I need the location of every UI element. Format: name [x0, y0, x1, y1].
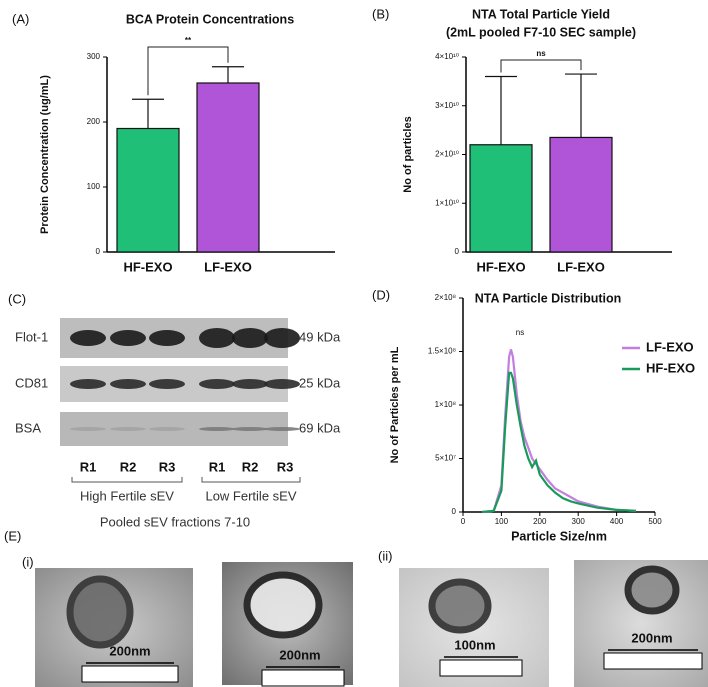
x-tick-label: LF-EXO: [204, 259, 252, 274]
scale-box: [439, 659, 523, 677]
blot-band: [232, 328, 268, 348]
y-tick-label: 2×10⁸: [435, 293, 456, 302]
blot-band: [149, 379, 185, 389]
y-tick-label: 200: [87, 117, 101, 126]
blot-size-label: 49 kDa: [299, 329, 341, 344]
x-tick-label: 400: [610, 517, 624, 526]
blot-size-label: 69 kDa: [299, 420, 341, 435]
lane-label: R2: [120, 459, 137, 474]
blot-band: [232, 427, 268, 431]
scale-label: 100nm: [454, 637, 495, 652]
panel-label: (C): [8, 291, 26, 306]
y-tick-label: 3×10¹⁰: [435, 101, 459, 110]
group-bracket: [71, 477, 183, 483]
blot-band: [199, 427, 235, 431]
blot-row-label: Flot-1: [15, 329, 48, 344]
chart-title: (2mL pooled F7-10 SEC sample): [446, 25, 636, 39]
significance-label: **: [185, 36, 192, 45]
significance-label: ns: [536, 49, 546, 58]
blot-row-label: BSA: [15, 420, 41, 435]
y-axis-label: No of Particles per mL: [389, 346, 401, 463]
y-tick-label: 2×10¹⁰: [435, 150, 459, 159]
legend-label: LF-EXO: [646, 339, 694, 354]
lane-label: R1: [209, 459, 226, 474]
set-label: (ii): [378, 548, 392, 563]
annotation: ns: [516, 328, 524, 337]
blot-band: [264, 379, 300, 389]
legend-label: HF-EXO: [646, 360, 695, 375]
y-tick-label: 0: [96, 247, 101, 256]
vesicle-ring: [243, 571, 323, 639]
x-axis-label: Particle Size/nm: [511, 529, 607, 543]
lane-label: R3: [277, 459, 294, 474]
y-tick-label: 0: [455, 247, 460, 256]
bar: [469, 144, 533, 253]
significance-bracket: [147, 46, 229, 96]
x-tick-label: 300: [572, 517, 586, 526]
lane-label: R1: [80, 459, 97, 474]
blot-band: [110, 330, 146, 346]
y-tick-label: 1.5×10⁸: [428, 347, 456, 356]
vesicle-ring: [428, 578, 492, 634]
group-label: Low Fertile sEV: [205, 488, 296, 503]
blot-band: [70, 427, 106, 431]
y-axis-label: No of particles: [402, 116, 414, 192]
scale-box: [603, 652, 703, 670]
bar: [549, 136, 613, 253]
blot-band: [70, 379, 106, 389]
scale-box: [81, 665, 179, 683]
y-tick-label: 300: [87, 52, 101, 61]
chart-title: NTA Particle Distribution: [475, 291, 622, 305]
y-tick-label: 1×10⁸: [435, 400, 456, 409]
scale-label: 200nm: [631, 630, 672, 645]
blot-size-label: 25 kDa: [299, 375, 341, 390]
group-bracket: [201, 477, 301, 483]
panel-label: (A): [12, 11, 29, 26]
significance-bracket: [500, 59, 582, 73]
x-tick-label: 200: [533, 517, 547, 526]
y-tick-label: 4×10¹⁰: [435, 52, 459, 61]
x-tick-label: 100: [495, 517, 509, 526]
chart-title: NTA Total Particle Yield: [472, 7, 610, 21]
y-tick-label: 0: [452, 507, 457, 516]
scale-label: 200nm: [279, 647, 320, 662]
y-tick-label: 100: [87, 182, 101, 191]
x-tick-label: LF-EXO: [557, 259, 605, 274]
blot-band: [149, 330, 185, 346]
blot-band: [110, 427, 146, 431]
panel-label: (E): [4, 528, 21, 543]
set-label: (i): [22, 554, 34, 569]
blot-band: [199, 379, 235, 389]
y-tick-label: 5×10⁷: [435, 454, 456, 463]
blot-band: [110, 379, 146, 389]
vesicle-ring: [624, 565, 680, 615]
blot-band: [264, 328, 300, 348]
panel-label: (D): [372, 287, 390, 302]
bar: [116, 127, 180, 253]
scale-box: [261, 669, 345, 687]
bar: [196, 82, 260, 253]
blot-band: [232, 379, 268, 389]
y-tick-label: 1×10¹⁰: [435, 198, 459, 207]
chart-title: BCA Protein Concentrations: [126, 12, 294, 26]
vesicle-ring: [66, 575, 134, 649]
y-axis-label: Protein Concentration (ug/mL): [39, 75, 51, 234]
scale-label: 200nm: [109, 643, 150, 658]
x-tick-label: 0: [461, 517, 466, 526]
x-tick-label: 500: [648, 517, 662, 526]
blot-band: [199, 328, 235, 348]
lane-label: R2: [242, 459, 259, 474]
blot-caption: Pooled sEV fractions 7-10: [100, 514, 250, 529]
blot-band: [264, 427, 300, 431]
blot-band: [149, 427, 185, 431]
series-line: [482, 371, 636, 514]
x-tick-label: HF-EXO: [476, 259, 525, 274]
x-tick-label: HF-EXO: [123, 259, 172, 274]
panel-label: (B): [372, 6, 389, 21]
blot-band: [70, 330, 106, 346]
blot-row-label: CD81: [15, 375, 48, 390]
lane-label: R3: [159, 459, 176, 474]
group-label: High Fertile sEV: [80, 488, 174, 503]
